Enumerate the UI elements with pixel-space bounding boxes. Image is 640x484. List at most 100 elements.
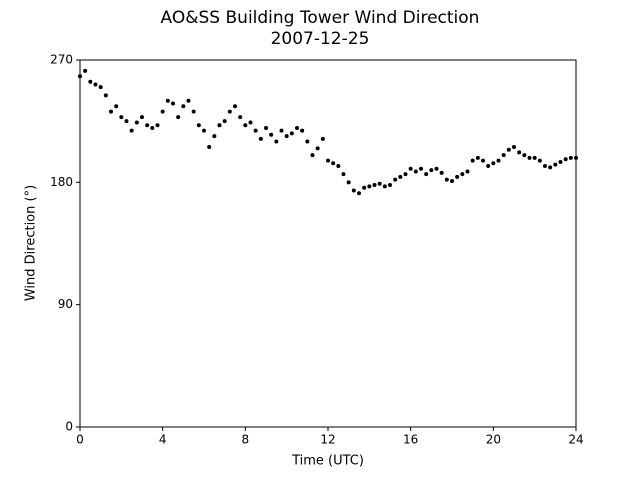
data-point <box>475 155 480 160</box>
data-point <box>574 155 578 160</box>
data-point <box>517 150 522 155</box>
data-point <box>548 165 553 170</box>
y-tick-label: 90 <box>58 297 73 311</box>
data-point <box>377 181 382 186</box>
data-point <box>362 185 367 190</box>
data-point <box>512 144 516 149</box>
y-tick-label: 180 <box>50 175 73 189</box>
data-point <box>496 158 501 163</box>
data-point <box>331 161 336 166</box>
data-point <box>346 180 351 185</box>
data-point <box>78 74 82 79</box>
data-point <box>217 123 222 128</box>
chart-title: AO&SS Building Tower Wind Direction <box>161 8 480 28</box>
data-point <box>233 104 237 109</box>
data-point <box>388 183 392 188</box>
data-point <box>491 161 496 166</box>
data-point <box>336 164 341 169</box>
data-point <box>191 109 196 114</box>
data-point <box>134 120 139 125</box>
data-point <box>155 123 160 128</box>
data-point <box>83 68 88 73</box>
data-point <box>196 123 201 128</box>
data-point <box>568 155 573 160</box>
data-point <box>103 93 108 98</box>
data-point <box>238 115 243 120</box>
data-point <box>88 79 93 84</box>
data-point <box>186 98 191 103</box>
data-point <box>305 139 310 144</box>
data-point <box>434 166 439 171</box>
data-point <box>413 169 418 174</box>
data-point <box>279 128 284 133</box>
data-point <box>532 155 537 160</box>
data-point <box>289 131 294 136</box>
data-point <box>315 146 320 151</box>
data-point <box>481 158 485 163</box>
data-point <box>470 158 475 163</box>
data-point <box>382 184 387 189</box>
y-axis-label: Wind Direction (°) <box>24 185 39 301</box>
x-tick-label: 16 <box>403 433 418 447</box>
data-point <box>212 134 217 139</box>
data-point <box>202 128 206 133</box>
data-point <box>393 177 398 182</box>
data-point <box>222 119 227 124</box>
data-point <box>460 172 465 177</box>
data-point <box>129 128 134 133</box>
x-tick-label: 12 <box>320 433 335 447</box>
data-point <box>527 155 532 160</box>
data-point <box>124 119 129 124</box>
x-axis-label: Time (UTC) <box>291 454 364 469</box>
data-point <box>419 166 423 171</box>
data-point <box>439 170 444 175</box>
data-point <box>227 109 232 114</box>
data-point <box>119 115 124 120</box>
data-point <box>522 153 527 158</box>
data-point <box>114 104 119 109</box>
x-tick-label: 0 <box>76 433 84 447</box>
data-point <box>300 128 305 133</box>
data-point <box>243 123 248 128</box>
data-point <box>274 139 279 144</box>
data-point <box>326 158 330 163</box>
data-point <box>181 104 186 109</box>
data-point <box>140 115 144 120</box>
data-point <box>408 166 413 171</box>
data-point <box>145 123 150 128</box>
data-point <box>253 128 258 133</box>
x-tick-label: 4 <box>159 433 167 447</box>
data-point <box>109 109 113 114</box>
x-tick-label: 20 <box>486 433 501 447</box>
y-tick-label: 0 <box>65 420 73 434</box>
data-point <box>150 125 155 130</box>
data-point <box>367 184 372 189</box>
x-tick-label: 24 <box>568 433 583 447</box>
data-point <box>165 98 170 103</box>
data-point <box>284 134 289 139</box>
data-point <box>207 144 212 149</box>
data-point <box>295 125 299 130</box>
data-point <box>98 85 103 90</box>
data-point <box>264 125 268 130</box>
data-point <box>357 191 361 196</box>
data-point <box>429 168 434 173</box>
data-point <box>501 153 506 158</box>
data-point <box>465 169 470 174</box>
data-point <box>553 162 558 167</box>
data-point <box>160 109 165 114</box>
data-point <box>171 101 175 106</box>
data-point <box>351 188 356 193</box>
x-tick-label: 8 <box>242 433 250 447</box>
data-point <box>558 159 563 164</box>
data-point <box>248 120 253 125</box>
data-point <box>320 136 325 141</box>
data-point <box>543 164 547 169</box>
data-point <box>341 172 346 177</box>
data-point <box>537 158 542 163</box>
data-point <box>486 164 491 169</box>
data-point <box>455 174 460 179</box>
data-point <box>258 136 263 141</box>
